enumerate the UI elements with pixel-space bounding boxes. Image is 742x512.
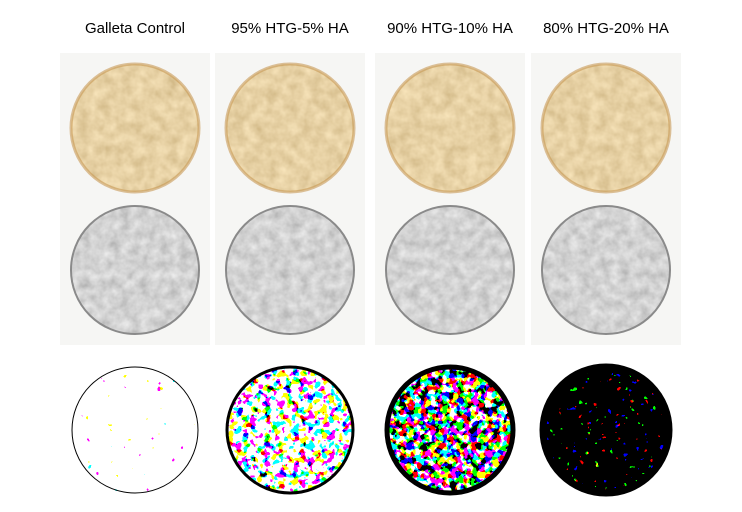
cookie-binary bbox=[542, 366, 670, 494]
cookie-rim bbox=[225, 365, 355, 495]
cookie-rim bbox=[71, 366, 199, 494]
image-grid bbox=[60, 53, 681, 505]
column-headers: Galleta Control 95% HTG-5% HA 90% HTG-10% … bbox=[85, 20, 669, 37]
cookie-grayscale bbox=[226, 206, 354, 334]
cookie-binary bbox=[226, 366, 354, 494]
cookie-rim bbox=[224, 62, 356, 194]
column-header: Galleta Control bbox=[85, 20, 185, 37]
column-header: 95% HTG-5% HA bbox=[231, 20, 349, 37]
cookie-grayscale bbox=[386, 206, 514, 334]
cookie-rim bbox=[69, 62, 201, 194]
cookie-photo bbox=[386, 64, 514, 192]
column-header: 90% HTG-10% HA bbox=[387, 20, 513, 37]
column-header: 80% HTG-20% HA bbox=[543, 20, 669, 37]
cookie-rim bbox=[70, 205, 200, 335]
cookie-rim bbox=[539, 363, 673, 497]
cookie-rim bbox=[384, 364, 516, 496]
cookie-rim bbox=[385, 205, 515, 335]
cookie-photo bbox=[71, 64, 199, 192]
cookie-binary bbox=[386, 366, 514, 494]
cookie-binary bbox=[71, 366, 199, 494]
cookie-rim bbox=[225, 205, 355, 335]
cookie-photo bbox=[226, 64, 354, 192]
cookie-rim bbox=[540, 62, 672, 194]
cookie-rim bbox=[384, 62, 516, 194]
cookie-grayscale bbox=[542, 206, 670, 334]
cookie-photo bbox=[542, 64, 670, 192]
cookie-grayscale bbox=[71, 206, 199, 334]
cookie-rim bbox=[541, 205, 671, 335]
